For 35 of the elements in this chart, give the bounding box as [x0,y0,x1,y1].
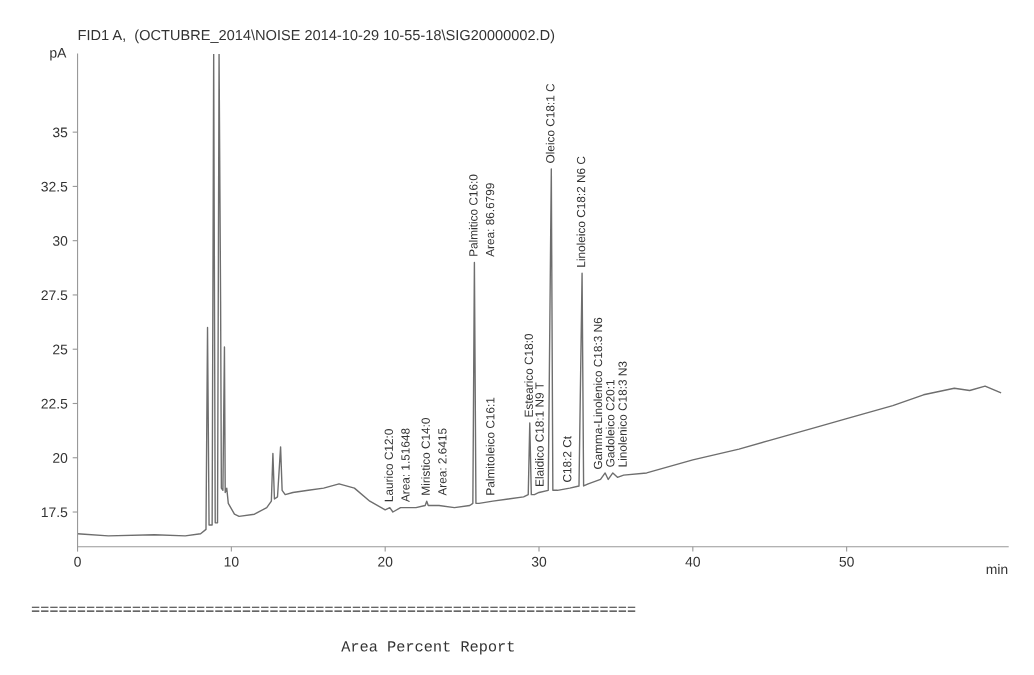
annotation: Gadoleico C20:1 [605,380,615,467]
annotation: Area: 2.6415 [438,428,447,496]
annotation: Palmitico C16:0 [468,174,478,256]
line-series [77,54,1002,537]
y-tick-label: 22.5 [41,398,68,409]
y-tick-label: 35 [52,127,68,138]
annotation: Oleico C18:1 C [545,83,555,163]
x-tick-label: 20 [378,556,393,567]
annotation: Estearico C18:0 [524,333,533,417]
y-axis-title: pA [50,48,67,61]
x-tick-label: 40 [685,556,700,567]
annotation: Miristico C14:0 [421,418,430,495]
annotation: Linolenico C18:3 N3 [618,361,627,467]
annotation: Area: 1.51648 [401,428,410,503]
annotation: C18:2 Ct [563,436,572,482]
y-tick-label: 32.5 [41,181,68,192]
annotation: Linoleico C18:2 N6 C [576,156,586,267]
annotation: Laurico C12:0 [384,429,393,502]
x-tick-label: 30 [531,556,547,567]
y-tick-label: 25 [53,344,68,355]
annotation: Palmitoleico C16:1 [485,397,495,495]
annotation: Elaidico C18:1 N9 T [535,382,544,486]
annotation: Area: 86.6799 [485,183,495,257]
y-tick-label: 20 [53,453,68,463]
y-tick-label: 17.5 [41,507,68,518]
text: ================================================================== [31,606,636,612]
text: Area Percent Report [341,641,514,655]
x-axis-title: min [986,564,1008,575]
x-tick-label: 10 [224,556,239,567]
y-tick-label: 30 [52,236,68,246]
x-tick-label: 0 [74,556,81,567]
annotation: Gamma-Linolenico C18:3 N6 [593,317,603,469]
x-tick-label: 50 [839,556,854,567]
chart-title: FID1 A, (OCTUBRE_2014\NOISE 2014-10-29 10-55-18\SIG20000002.D) [78,29,555,44]
y-tick-label: 27.5 [41,290,68,301]
